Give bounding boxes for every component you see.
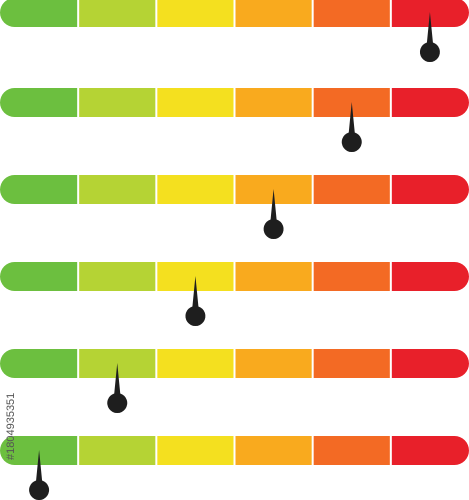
gauge-segment bbox=[312, 262, 391, 291]
gauge-segment bbox=[78, 0, 157, 27]
gauge-segment bbox=[0, 175, 79, 204]
gauge-segment bbox=[156, 88, 235, 117]
gauge-segment bbox=[234, 262, 313, 291]
gauge bbox=[0, 262, 469, 327]
watermark: #1804935351 bbox=[5, 393, 17, 460]
gauge-segment bbox=[234, 0, 313, 27]
gauge-segment bbox=[312, 0, 391, 27]
gauge-bar bbox=[0, 262, 469, 291]
gauge-segment bbox=[390, 262, 469, 291]
gauge bbox=[0, 436, 469, 500]
gauge-segment bbox=[156, 0, 235, 27]
gauge-segment bbox=[390, 349, 469, 378]
gauge bbox=[0, 349, 469, 414]
gauge-segment bbox=[312, 436, 391, 465]
needle bbox=[29, 450, 50, 500]
gauge-segment bbox=[0, 262, 79, 291]
gauge-segment bbox=[78, 88, 157, 117]
gauge-segment bbox=[312, 349, 391, 378]
needle bbox=[341, 102, 362, 153]
needle bbox=[419, 12, 440, 63]
gauge-segment bbox=[312, 175, 391, 204]
needle bbox=[185, 276, 206, 327]
gauge-segment bbox=[234, 349, 313, 378]
needle bbox=[263, 189, 284, 240]
needle bbox=[107, 363, 128, 414]
gauge-segment bbox=[78, 436, 157, 465]
gauge-segment bbox=[156, 349, 235, 378]
gauge-bar bbox=[0, 0, 469, 27]
gauge bbox=[0, 88, 469, 153]
gauge bbox=[0, 175, 469, 240]
gauge-bar bbox=[0, 349, 469, 378]
gauge-segment bbox=[156, 175, 235, 204]
gauge-segment bbox=[0, 88, 79, 117]
gauge-segment bbox=[234, 88, 313, 117]
gauge-bar bbox=[0, 175, 469, 204]
gauge-segment bbox=[390, 175, 469, 204]
gauge bbox=[0, 0, 469, 63]
gauge-bar bbox=[0, 436, 469, 465]
gauge-bar bbox=[0, 88, 469, 117]
gauge-segment bbox=[390, 436, 469, 465]
gauge-segment bbox=[234, 436, 313, 465]
gauge-segment bbox=[78, 175, 157, 204]
gauge-segment bbox=[0, 0, 79, 27]
gauge-segment bbox=[390, 88, 469, 117]
gauge-segment bbox=[156, 436, 235, 465]
gauge-segment bbox=[78, 262, 157, 291]
gauge-segment bbox=[0, 349, 79, 378]
